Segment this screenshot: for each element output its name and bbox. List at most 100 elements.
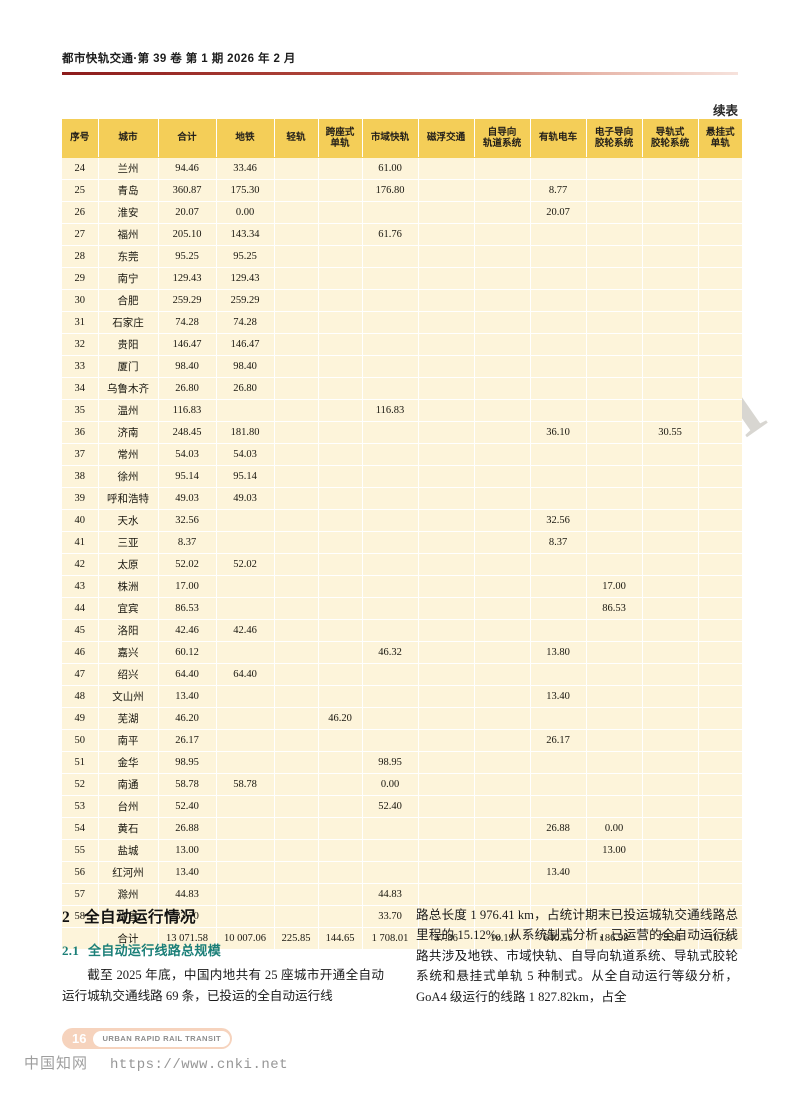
table-cell: 26.80 <box>216 377 275 400</box>
table-cell <box>274 597 319 620</box>
table-cell: 10 007.06 <box>216 927 275 949</box>
table-cell <box>474 443 531 466</box>
table-cell: 33 <box>62 355 99 378</box>
table-cell <box>698 289 742 312</box>
table-cell <box>698 311 742 334</box>
table-cell: 54.03 <box>158 443 217 466</box>
table-cell <box>586 311 643 334</box>
table-cell <box>418 223 475 246</box>
table-cell <box>698 707 742 730</box>
table-cell <box>362 311 419 334</box>
table-cell: 55 <box>62 839 99 862</box>
table-column-header: 跨座式 单轨 <box>318 119 363 158</box>
table-cell: 金华 <box>98 751 159 774</box>
table-cell: 45 <box>62 619 99 642</box>
table-cell: 52.02 <box>216 553 275 576</box>
table-cell: 51 <box>62 751 99 774</box>
table-cell: 福州 <box>98 223 159 246</box>
table-cell <box>274 421 319 444</box>
table-cell <box>642 443 699 466</box>
table-cell: 94.46 <box>158 157 217 180</box>
table-cell <box>698 465 742 488</box>
table-cell <box>698 575 742 598</box>
table-cell <box>274 157 319 180</box>
table-cell <box>318 377 363 400</box>
table-cell: 乌鲁木齐 <box>98 377 159 400</box>
table-cell <box>698 619 742 642</box>
table-cell <box>418 531 475 554</box>
cnki-url[interactable]: https://www.cnki.net <box>110 1057 289 1073</box>
table-cell <box>418 553 475 576</box>
table-cell <box>362 245 419 268</box>
table-cell: 98.40 <box>158 355 217 378</box>
journal-name: URBAN RAPID RAIL TRANSIT <box>93 1030 231 1047</box>
table-row: 28 东莞 95.25 95.25 <box>62 245 742 268</box>
table-cell <box>474 201 531 224</box>
table-cell <box>216 597 275 620</box>
table-cell <box>698 597 742 620</box>
table-cell <box>362 421 419 444</box>
table-cell <box>418 311 475 334</box>
table-cell <box>216 729 275 752</box>
table-cell <box>698 729 742 752</box>
table-cell <box>586 707 643 730</box>
table-cell: 44 <box>62 597 99 620</box>
table-cell <box>698 773 742 796</box>
table-cell <box>362 707 419 730</box>
table-cell <box>530 377 587 400</box>
table-cell: 74.28 <box>216 311 275 334</box>
table-cell <box>274 905 319 928</box>
table-header-row: 序号 城市 合计 地铁 轻轨 跨座式 单轨 市域快轨 磁浮交通 自导向 轨道系统 有轨电车 电子导向 胶轮… <box>62 119 742 158</box>
table-row: 48 文山州 13.40 13.40 <box>62 685 742 708</box>
table-cell <box>586 509 643 532</box>
table-cell: 26.17 <box>158 729 217 752</box>
table-cell: 三亚 <box>98 531 159 554</box>
table-cell <box>586 377 643 400</box>
table-cell <box>530 839 587 862</box>
table-cell: 兰州 <box>98 157 159 180</box>
table-cell <box>474 267 531 290</box>
table-cell <box>362 685 419 708</box>
table-cell <box>698 377 742 400</box>
table-cell: 1 708.01 <box>362 927 419 949</box>
table-cell <box>318 817 363 840</box>
table-cell <box>418 905 475 928</box>
table-cell: 98.95 <box>158 751 217 774</box>
table-cell <box>318 179 363 202</box>
table-cell: 32.56 <box>530 509 587 532</box>
table-cell <box>642 861 699 884</box>
table-cell <box>318 355 363 378</box>
table-cell <box>530 575 587 598</box>
table-cell <box>474 377 531 400</box>
table-cell <box>642 707 699 730</box>
table-cell <box>530 619 587 642</box>
table-cell <box>474 707 531 730</box>
table-cell <box>530 751 587 774</box>
table-cell: 176.80 <box>362 179 419 202</box>
section-title: 全自动运行情况 <box>84 909 197 926</box>
table-cell <box>274 619 319 642</box>
table-cell <box>274 795 319 818</box>
table-cell: 太原 <box>98 553 159 576</box>
table-cell <box>362 553 419 576</box>
table-cell <box>362 377 419 400</box>
table-cell: 39 <box>62 487 99 510</box>
table-cell: 186.98 <box>586 927 643 949</box>
table-cell <box>474 861 531 884</box>
table-cell <box>274 443 319 466</box>
table-cell <box>362 267 419 290</box>
table-cell: 205.10 <box>158 223 217 246</box>
table-cell <box>698 509 742 532</box>
table-cell <box>318 201 363 224</box>
running-head: 都市快轨交通·第 39 卷 第 1 期 2026 年 2 月 <box>62 53 296 65</box>
running-head-rule <box>62 72 738 75</box>
table-row: 25 青岛 360.87 175.30 176.80 8.77 <box>62 179 742 202</box>
table-cell <box>642 883 699 906</box>
table-cell <box>530 289 587 312</box>
table-row: 26 淮安 20.07 0.00 20.07 <box>62 201 742 224</box>
table-cell <box>530 597 587 620</box>
table-row: 57 滁州 44.83 44.83 <box>62 883 742 906</box>
table-body: 24 兰州 94.46 33.46 61.00 25 青岛 360.87 175.30 176.8… <box>62 157 742 949</box>
table-cell <box>418 597 475 620</box>
table-cell: 30 <box>62 289 99 312</box>
